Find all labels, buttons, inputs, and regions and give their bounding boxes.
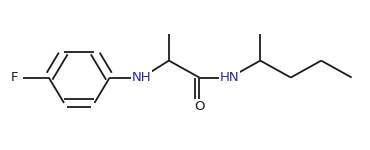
Text: NH: NH	[132, 71, 152, 84]
Text: F: F	[11, 71, 18, 84]
Text: O: O	[194, 100, 205, 113]
Text: HN: HN	[220, 71, 240, 84]
